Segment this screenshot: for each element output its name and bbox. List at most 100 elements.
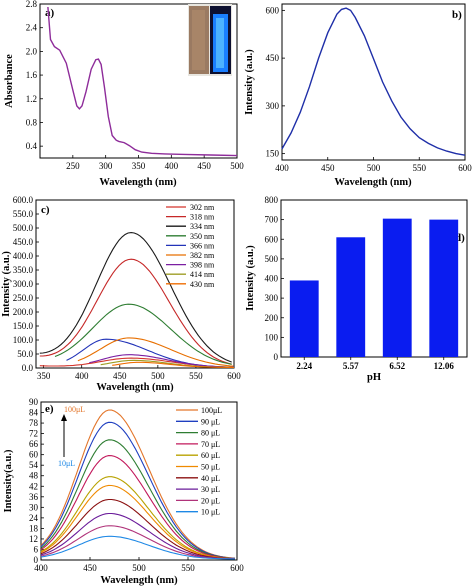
series-line-80μL [40, 439, 236, 559]
panel-a-xtick-label: 400 [165, 161, 179, 171]
panel-c-ytick-label: 450.0 [13, 237, 34, 247]
legend-label: 366 nm [190, 241, 215, 250]
legend-label: 414 nm [190, 270, 215, 279]
panel-e-ytick-label: 36 [29, 492, 39, 502]
legend-label: 90 μL [201, 417, 220, 426]
panel-c-ylabel: Intensity (a.u.) [1, 251, 12, 317]
absorbance-line [47, 6, 238, 157]
panel-d-ytick-label: 400 [265, 274, 279, 284]
panel-c-xtick-label: 450 [113, 371, 127, 381]
panel-a-xtick-label: 250 [66, 161, 80, 171]
panel-c-xtick-label: 350 [37, 371, 51, 381]
panel-a-ytick-label: 2.8 [26, 0, 38, 9]
panel-d-ytick-label: 300 [265, 293, 279, 303]
panel-e-ytick-label: 66 [29, 439, 39, 449]
panel-a-ytick-label: 2.4 [26, 23, 38, 33]
panel-a-ylabel: Absorbance [4, 54, 15, 108]
legend-label: 10 μL [201, 508, 220, 517]
legend-label: 50 μL [201, 463, 220, 472]
series-line-20μL [40, 525, 235, 560]
legend-label: 100μL [201, 406, 222, 415]
panel-a-ytick-label: 0.8 [26, 117, 38, 127]
panel-e-ytick-label: 42 [29, 481, 38, 491]
panel-e-ytick-label: 84 [29, 408, 39, 418]
panel-a-xtick-label: 500 [230, 161, 244, 171]
legend-label: 430 nm [190, 280, 215, 289]
panel-e-ytick-label: 60 [29, 450, 39, 460]
legend-label: 20 μL [201, 496, 220, 505]
panel-e-ytick-label: 6 [34, 544, 39, 554]
panel-a-label: a) [45, 7, 55, 19]
panel-a-xtick-label: 450 [197, 161, 211, 171]
panel-e-ytick-label: 18 [29, 523, 39, 533]
panel-c-ytick-label: 350.0 [13, 265, 34, 275]
panel-e-ytick-label: 0 [34, 555, 39, 565]
legend-label: 80 μL [201, 429, 220, 438]
panel-b-xtick-label: 600 [458, 163, 472, 173]
cuvette-photo [188, 4, 232, 76]
panel-b: b) 400 450 500 550 600 150 300 450 600 Wavelengt… [244, 3, 472, 188]
legend-label: 30 μL [201, 485, 220, 494]
panel-e-xlabel: Wavelength (nm) [100, 575, 178, 586]
panel-d-ytick-label: 500 [265, 254, 279, 264]
arrow-head-icon [61, 414, 67, 421]
panel-c-xtick-label: 500 [151, 371, 165, 381]
panel-c-xlabel: Wavelength (nm) [96, 382, 174, 393]
series-line-40μL [40, 498, 236, 560]
legend-label: 40 μL [201, 474, 220, 483]
panel-d-ytick-label: 100 [265, 332, 279, 342]
panel-b-xtick-label: 500 [367, 163, 381, 173]
panel-d-ylabel: Intensity (a.u.) [245, 245, 256, 311]
panel-d-label: d) [455, 232, 465, 244]
panel-e-xtick-label: 450 [83, 563, 97, 573]
panel-c-ytick-label: 100.0 [13, 335, 34, 345]
bar-pH-12.06 [429, 219, 459, 357]
panel-e-legend: 100μL 90 μL 80 μL 70 μL 60 μL 50 μL 40 μL 30 μL… [176, 406, 222, 517]
panel-d-category-label: 12.06 [434, 361, 455, 371]
panel-b-ytick-label: 450 [266, 53, 280, 63]
series-line-70μL [40, 455, 236, 560]
legend-label: 334 nm [190, 222, 215, 231]
panel-a-ytick-label: 1.6 [26, 70, 38, 80]
panel-e: e) 400 450 500 550 600 0612182430364248546066… [3, 397, 244, 586]
panel-c-ytick-label: 500.0 [13, 223, 34, 233]
panel-d: d) 0 100 200 300 400 500 600 700 800 2.24 5.57 6.5… [245, 195, 468, 383]
panel-c-ytick-label: 400.0 [13, 251, 34, 261]
series-line-398-nm [89, 354, 233, 368]
series-line-430-nm [112, 361, 234, 368]
panel-d-ytick-label: 0 [274, 352, 279, 362]
panel-b-ylabel: Intensity (a.u.) [244, 49, 255, 115]
bar-pH-2.24 [289, 280, 319, 357]
panel-a-xtick-label: 300 [99, 161, 113, 171]
panel-a-ytick-label: 2.0 [26, 46, 38, 56]
series-line-350-nm [54, 303, 232, 365]
panel-b-label: b) [452, 9, 462, 21]
legend-label: 70 μL [201, 440, 220, 449]
series-line-100μL [40, 409, 236, 559]
legend-label: 350 nm [190, 232, 215, 241]
panel-b-xtick-label: 550 [413, 163, 427, 173]
panel-a: a) 250 300 350 400 450 500 0.4 0.8 1.2 1.6 2.0 2.4 2… [4, 0, 244, 188]
panel-c-xtick-label: 600 [227, 371, 241, 381]
series-line-90μL [40, 421, 236, 559]
panel-c-ytick-label: 150.0 [13, 321, 34, 331]
panel-d-ytick-label: 200 [265, 313, 279, 323]
panel-e-ytick-label: 90 [29, 397, 39, 407]
bar-pH-5.57 [336, 237, 366, 357]
panel-e-ytick-label: 48 [29, 471, 39, 481]
panel-e-ytick-label: 24 [29, 513, 39, 523]
panel-a-ytick-label: 1.2 [26, 94, 37, 104]
panel-e-xtick-label: 400 [34, 563, 48, 573]
panel-d-ytick-label: 800 [265, 195, 279, 205]
panel-c-ytick-label: 600.0 [13, 195, 34, 205]
panel-e-ytick-label: 12 [29, 534, 38, 544]
legend-label: 60 μL [201, 451, 220, 460]
annotation-bottom: 10μL [58, 459, 75, 468]
series-line-334-nm [39, 232, 232, 363]
legend-label: 318 nm [190, 213, 215, 222]
panel-c: c) 350 400 450 500 550 600 0.0 50.0 100.0 150.0 20… [1, 195, 241, 393]
panel-b-ytick-label: 300 [266, 101, 280, 111]
panel-c-ytick-label: 550.0 [13, 209, 34, 219]
